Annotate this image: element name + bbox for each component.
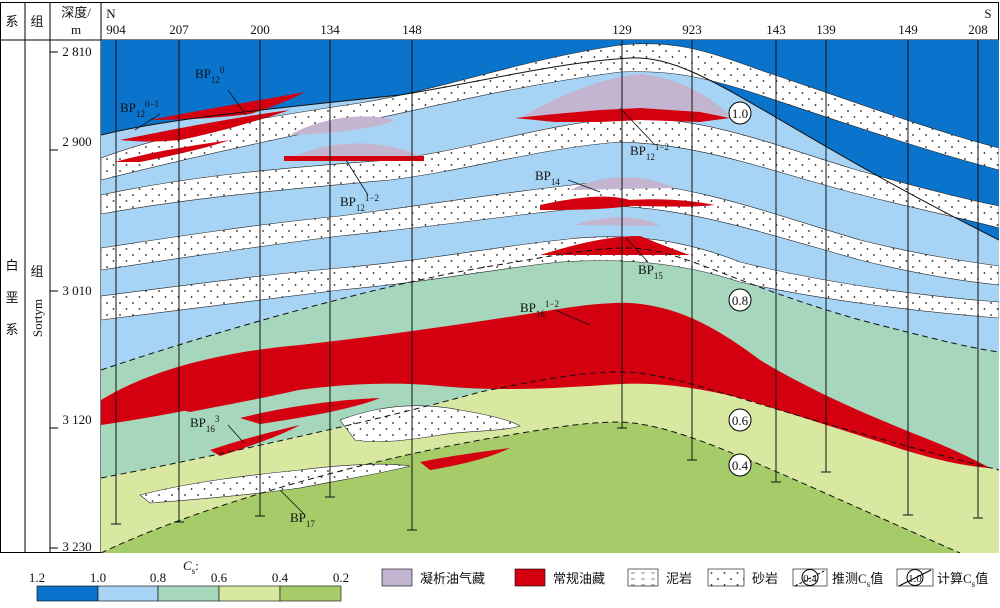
well-label: 143 [766, 22, 786, 37]
formation-header: 组 [30, 14, 43, 29]
svg-text:BP161−2: BP161−2 [520, 299, 559, 319]
legend-sandstone-label: 砂岩 [752, 571, 778, 586]
svg-text:计算Cs值: 计算Cs值 [937, 571, 988, 589]
scale-color-box [97, 585, 159, 602]
scale-color-box [218, 585, 281, 602]
scale-tick-label: 0.4 [272, 570, 289, 585]
reservoir-label: BP120 [195, 65, 225, 85]
system-header: 系 [5, 14, 18, 29]
legend: 凝析油气藏 常规油藏 泥岩 砂岩 0.4 推测Cs值 1.0 计算Cs值 [381, 568, 988, 589]
well-label: 923 [682, 22, 702, 37]
legend-condensate-label: 凝析油气藏 [420, 571, 485, 586]
cs-marker-label: 0.4 [732, 458, 749, 473]
depth-unit: m [71, 22, 81, 37]
svg-text:BP121−2: BP121−2 [340, 193, 379, 213]
conventional-oil-reservoirs [101, 92, 990, 470]
cs-zone-0.4-0.2 [101, 422, 960, 553]
svg-text:BP15: BP15 [638, 262, 663, 281]
header-labels: 系 组 深度/ m N S [5, 5, 991, 37]
south-label: S [984, 6, 991, 21]
reservoir-label: BP161−2 [520, 299, 559, 319]
formation-char: 组 [30, 264, 43, 279]
depth-tick-label: 3 010 [62, 283, 91, 298]
scale-tick-label: 0.6 [211, 570, 228, 585]
cs-marker-label: 0.6 [732, 413, 749, 428]
reservoir-leader-lines [134, 89, 656, 516]
cs-marker-label: 1.0 [732, 106, 748, 121]
reservoir-label: BP15 [638, 262, 663, 281]
system-char-1: 白 [5, 258, 18, 273]
reservoir-label: BP163 [190, 414, 220, 434]
depth-header: 深度/ [61, 5, 91, 20]
legend-calc-value: 1.0 [908, 573, 922, 585]
well-labels: 904 207 200 134 148 129 923 143 139 149 208 [106, 22, 988, 37]
well-lines [111, 40, 983, 531]
well-label: 207 [169, 22, 189, 37]
reservoir-label: BP121−2 [630, 142, 669, 162]
reservoir-label: BP121−2 [340, 193, 379, 213]
legend-conventional-swatch [514, 568, 546, 587]
scale-tick-label: 1.0 [90, 570, 106, 585]
svg-text:BP121−2: BP121−2 [630, 142, 669, 162]
reservoir-label: BP14 [535, 168, 560, 187]
well-label: 139 [816, 22, 836, 37]
svg-text:BP14: BP14 [535, 168, 560, 187]
scale-tick-label: 1.2 [29, 570, 45, 585]
well-label: 904 [106, 22, 126, 37]
well-label: 200 [250, 22, 270, 37]
svg-text:BP120−1: BP120−1 [120, 99, 159, 119]
depth-tick-label: 2 810 [62, 44, 91, 59]
cs-isolines [101, 57, 999, 553]
condensate-reservoirs [290, 74, 730, 226]
cs-value-markers: 1.0 0.8 0.6 0.4 [728, 101, 752, 477]
scale-tick-label: 0.2 [333, 570, 349, 585]
cs-marker-label: 0.8 [732, 293, 748, 308]
svg-text:Cs:: Cs: [183, 558, 199, 576]
system-char-2: 垩 [5, 290, 18, 305]
depth-tick-label: 3 120 [62, 412, 91, 427]
svg-text:推测Cs值: 推测Cs值 [832, 571, 883, 589]
depth-tick-label: 2 900 [62, 134, 91, 149]
formation-latin-name: Sortym [30, 299, 45, 337]
cross-section [101, 40, 999, 553]
scale-color-box [279, 585, 342, 602]
scale-tick-label: 0.8 [150, 570, 166, 585]
well-label: 149 [898, 22, 918, 37]
depth-tick-label: 3 230 [62, 539, 91, 554]
svg-text:BP163: BP163 [190, 414, 220, 434]
well-label: 148 [402, 22, 422, 37]
cs-scale-bar: Cs: 1.2 1.0 0.8 0.6 0.4 0.2 [29, 558, 349, 602]
legend-sandstone-swatch [707, 568, 745, 587]
well-label: 208 [968, 22, 988, 37]
scale-color-box [157, 585, 220, 602]
legend-conventional-label: 常规油藏 [553, 571, 605, 586]
scale-color-box [36, 585, 99, 602]
legend-condensate-swatch [381, 568, 413, 587]
left-column: 白 垩 系 组 Sortym [5, 258, 45, 337]
depth-axis: 2 810 2 900 3 010 3 120 3 230 [50, 44, 92, 554]
svg-text:BP17: BP17 [290, 510, 315, 529]
well-label: 129 [612, 22, 632, 37]
svg-text:BP120: BP120 [195, 65, 225, 85]
north-label: N [106, 6, 116, 21]
legend-mudstone-swatch [627, 568, 659, 587]
reservoir-labels: BP120 BP120−1 BP121−2 BP121−2 BP14 BP15 … [120, 65, 669, 529]
legend-mudstone-label: 泥岩 [666, 571, 692, 586]
well-label: 134 [320, 22, 340, 37]
system-char-3: 系 [5, 322, 18, 337]
reservoir-label: BP120−1 [120, 99, 159, 119]
reservoir-label: BP17 [290, 510, 315, 529]
legend-inferred-value: 0.4 [803, 573, 817, 585]
